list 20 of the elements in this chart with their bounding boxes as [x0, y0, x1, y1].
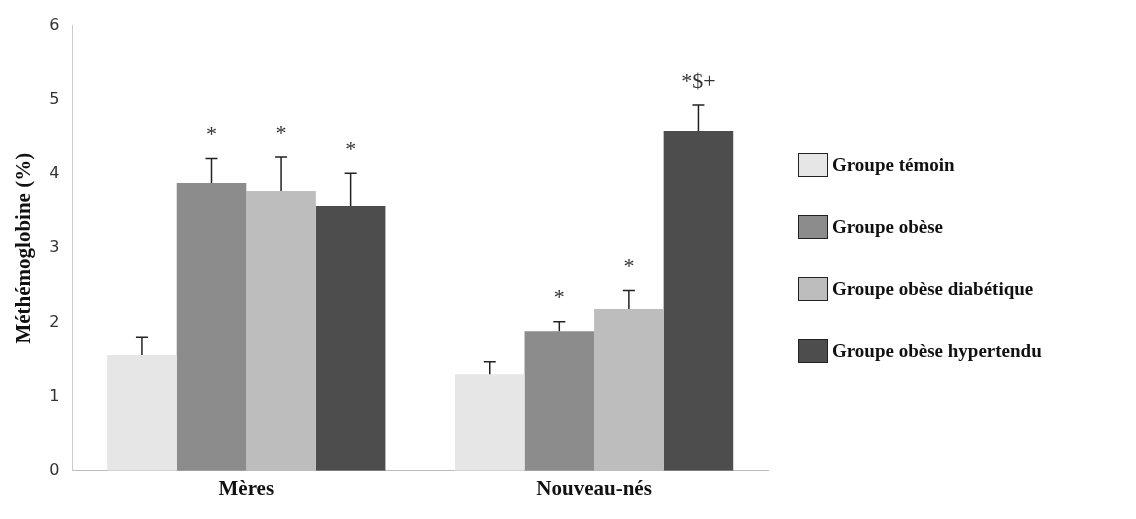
data-label: *$+ [681, 67, 716, 93]
data-label: * [553, 284, 565, 310]
x-tick-label: Mères [218, 475, 275, 500]
legend-label: Groupe obèse [832, 216, 944, 238]
y-tick-label: 6 [49, 14, 60, 34]
y-tick-label: 2 [49, 311, 60, 331]
data-label: * [345, 136, 357, 162]
y-tick-label: 1 [49, 385, 60, 405]
x-tick-label: Nouveau-nés [536, 475, 652, 500]
data-label: * [623, 253, 635, 279]
y-tick-label: 0 [49, 459, 60, 479]
data-label: * [206, 121, 217, 147]
y-tick-label: 3 [49, 237, 60, 257]
y-axis-title: Méthémoglobine (%) [11, 152, 36, 344]
data-label: * [275, 119, 287, 145]
legend-label: Groupe témoin [832, 154, 955, 176]
y-tick-label: 4 [49, 163, 60, 183]
y-tick-label: 5 [49, 88, 60, 108]
legend-label: Groupe obèse diabétique [832, 278, 1034, 300]
legend-label: Groupe obèse hypertendu [832, 340, 1042, 362]
